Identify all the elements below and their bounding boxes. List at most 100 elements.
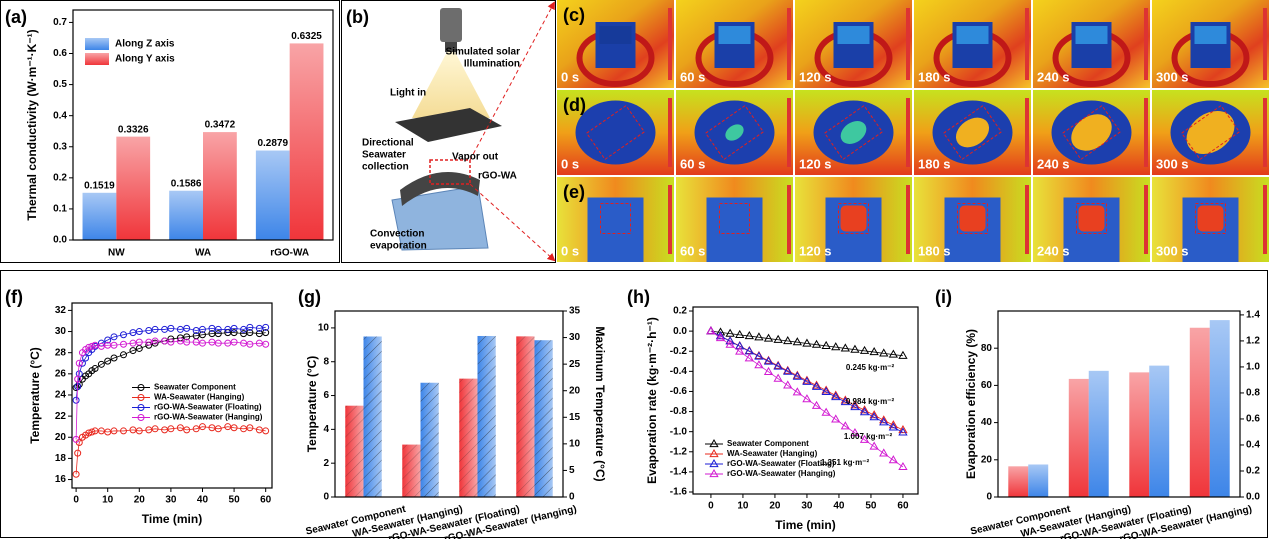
x-tick-label: 0 [708,501,714,512]
point [802,338,812,347]
point [192,425,200,433]
panel-label: (d) [563,95,586,115]
diagram-text: Light in [390,88,426,99]
point [167,338,175,346]
x-tick-label: 30 [801,501,813,512]
point [763,356,774,365]
time-label: 240 s [1037,69,1070,84]
point [230,338,238,346]
y-tick-label: 26 [55,368,67,379]
sample-hot [959,205,986,232]
panel-label: (g) [298,287,321,307]
bar [203,132,237,240]
x-tick-label: 10 [102,495,114,506]
y2-tick-label: 10 [569,438,581,449]
point [821,340,831,350]
point [82,354,90,362]
panel-label: (a) [5,7,27,27]
x-tick-label: 0 [73,495,79,506]
x-tick-label: 60 [260,495,272,506]
y2-tick-label: 0.0 [1246,492,1260,503]
y-axis-label: Temperature (°C) [28,347,42,444]
point [85,343,93,351]
y-tick-label: 4 [323,424,329,435]
point [744,353,754,362]
y-tick-label: 0.7 [53,17,67,28]
point [135,427,143,435]
point [167,425,175,433]
point [831,391,841,401]
point [850,344,860,353]
legend-marker [709,458,719,468]
point [773,373,783,382]
y-tick-label: -1.2 [670,446,688,457]
diagram [391,1,556,262]
legend-label: WA-Seawater (Hanging) [727,449,818,458]
time-label: 60 s [680,156,705,171]
point [262,329,270,337]
y-tick-label: -0.6 [670,386,688,397]
point [888,422,899,431]
y-axis-label: Evaporation rate (kg·m⁻²·h⁻¹) [645,317,659,484]
point [859,345,870,354]
roi [1076,203,1107,234]
sample [587,197,644,262]
point [888,455,899,464]
panel-label: (f) [5,287,23,307]
x-axis-label: Time (min) [142,512,202,526]
bar-hatch [420,382,439,497]
point [246,340,254,348]
point [74,375,82,383]
y2-tick-label: 0.2 [1246,466,1260,477]
time-label: 120 s [799,69,832,84]
colorbar [787,98,791,167]
point [74,449,82,457]
bottom-frame [0,270,1268,538]
sample-hot [837,26,870,44]
point [262,427,270,435]
roi [1195,203,1226,234]
point [72,470,80,478]
colorbar [1144,98,1148,167]
y-axis-label: Temperature (°C) [305,356,319,453]
y2-tick-label: 35 [569,306,581,317]
point [120,340,128,348]
time-label: 180 s [918,243,951,258]
point [183,338,191,346]
point [763,333,774,342]
point [821,386,831,395]
panel-label: (c) [563,5,585,25]
point [120,351,128,359]
point [840,343,851,352]
point [246,323,254,331]
x-tick-label: 20 [769,501,781,512]
legend-marker [709,438,719,448]
plot-frame [71,302,273,489]
data-label: 0.6325 [291,31,322,42]
colorbar [1144,8,1148,80]
data-label: 0.3326 [118,124,149,135]
bar [289,43,324,240]
diagram-text: Convection [370,229,424,240]
colorbar [1263,185,1267,254]
y2-axis-label: Maximum Temperature (°C) [593,326,607,481]
point [754,351,764,360]
roi [957,203,988,234]
plot-frame [334,310,564,498]
colorbar [1025,98,1029,167]
point [104,357,112,365]
time-label: 300 s [1156,243,1189,258]
colorbar [1025,185,1029,254]
point [151,425,159,433]
colorbar [1144,185,1148,254]
point [110,333,118,341]
panel-a-frame [0,0,340,263]
time-label: 120 s [799,243,832,258]
point [706,326,716,335]
sample [706,197,763,262]
bar-hatch [534,340,553,497]
y-tick-label: 0.2 [53,172,67,183]
point [85,429,93,437]
panel-b-frame [341,0,556,263]
point [888,420,899,429]
